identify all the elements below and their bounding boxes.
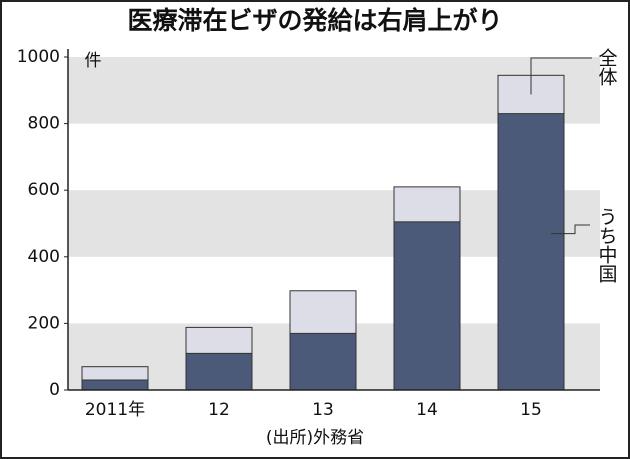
x-tick-label: 2011年	[85, 400, 145, 420]
unit-label: 件	[85, 51, 102, 71]
bar	[289, 332, 357, 391]
bar	[497, 113, 565, 391]
y-tick-label: 600	[28, 180, 60, 200]
bar	[81, 379, 149, 391]
legend-label: うち中国	[596, 207, 618, 283]
y-tick-label: 200	[28, 313, 60, 333]
chart-title: 医療滞在ビザの発給は右肩上がり	[127, 6, 502, 35]
bar	[185, 352, 253, 391]
bar	[393, 221, 461, 391]
x-tick-label: 15	[520, 400, 542, 420]
y-tick-label: 400	[28, 247, 60, 267]
x-tick-label: 12	[208, 400, 230, 420]
y-tick-label: 1000	[17, 47, 60, 67]
x-tick-label: 14	[416, 400, 438, 420]
source: (出所)外務省	[266, 428, 364, 448]
leader-line	[551, 224, 590, 235]
y-tick-label: 800	[28, 114, 60, 134]
x-tick-label: 13	[312, 400, 334, 420]
y-tick-label: 0	[49, 380, 60, 400]
leader-line	[530, 57, 592, 95]
legend-label: 全体	[596, 48, 618, 86]
